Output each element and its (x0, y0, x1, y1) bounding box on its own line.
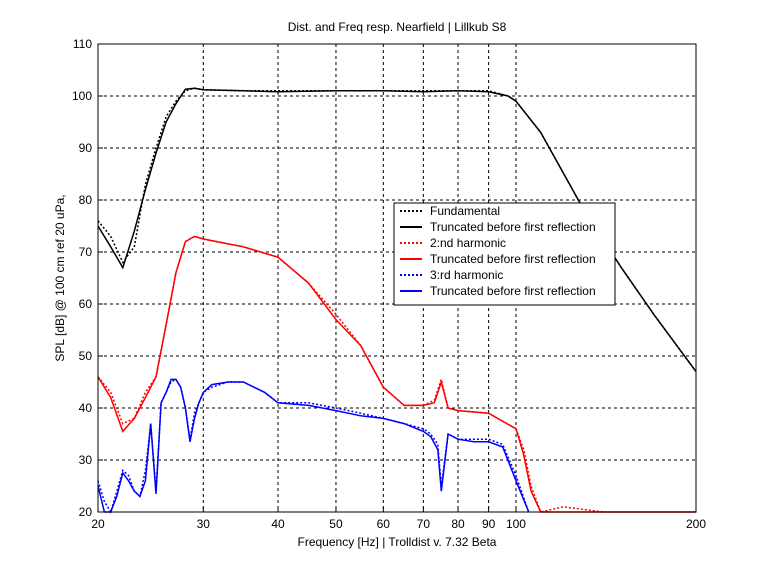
legend-label: Truncated before first reflection (430, 220, 596, 234)
y-tick-label: 20 (79, 505, 93, 519)
x-tick-label: 200 (686, 517, 706, 531)
legend-label: Truncated before first reflection (430, 284, 596, 298)
x-tick-label: 40 (271, 517, 285, 531)
chart-title: Dist. and Freq resp. Nearfield | Lillkub… (288, 20, 507, 34)
legend-label: Fundamental (430, 204, 500, 218)
y-tick-label: 80 (79, 193, 93, 207)
x-axis-label: Frequency [Hz] | Trolldist v. 7.32 Beta (298, 535, 497, 549)
series-line-6 (97, 378, 530, 513)
x-tick-label: 80 (451, 517, 465, 531)
legend-box (393, 202, 616, 306)
y-tick-label: 60 (79, 297, 93, 311)
y-tick-label: 90 (79, 141, 93, 155)
x-tick-label: 60 (377, 517, 391, 531)
series-lines (97, 87, 697, 514)
legend-label: 2:nd harmonic (430, 236, 506, 250)
legend: Fundamental Truncated before first reflec… (393, 202, 616, 306)
y-tick-labels: 20 30 40 50 60 70 80 90 100 110 (72, 37, 92, 519)
x-tick-label: 100 (506, 517, 526, 531)
y-tick-label: 50 (79, 349, 93, 363)
series-line-4 (97, 235, 696, 513)
plot-frame (97, 43, 697, 513)
series-line-2 (97, 87, 697, 373)
legend-label: 3:rd harmonic (430, 268, 503, 282)
y-axis-label: SPL [dB] @ 100 cm ref 20 uPa, (53, 194, 67, 361)
x-tick-labels: 20 30 40 50 60 70 80 90 100 200 (91, 517, 706, 531)
legend-label: Truncated before first reflection (430, 252, 596, 266)
y-tick-label: 30 (79, 453, 93, 467)
x-tick-label: 70 (417, 517, 431, 531)
y-tick-label: 110 (73, 37, 92, 51)
y-tick-label: 100 (72, 89, 92, 103)
x-tick-label: 90 (482, 517, 496, 531)
x-tick-label: 50 (329, 517, 343, 531)
y-tick-label: 40 (79, 401, 93, 415)
x-tick-label: 20 (91, 517, 105, 531)
x-tick-label: 30 (197, 517, 211, 531)
y-tick-label: 70 (79, 245, 93, 259)
